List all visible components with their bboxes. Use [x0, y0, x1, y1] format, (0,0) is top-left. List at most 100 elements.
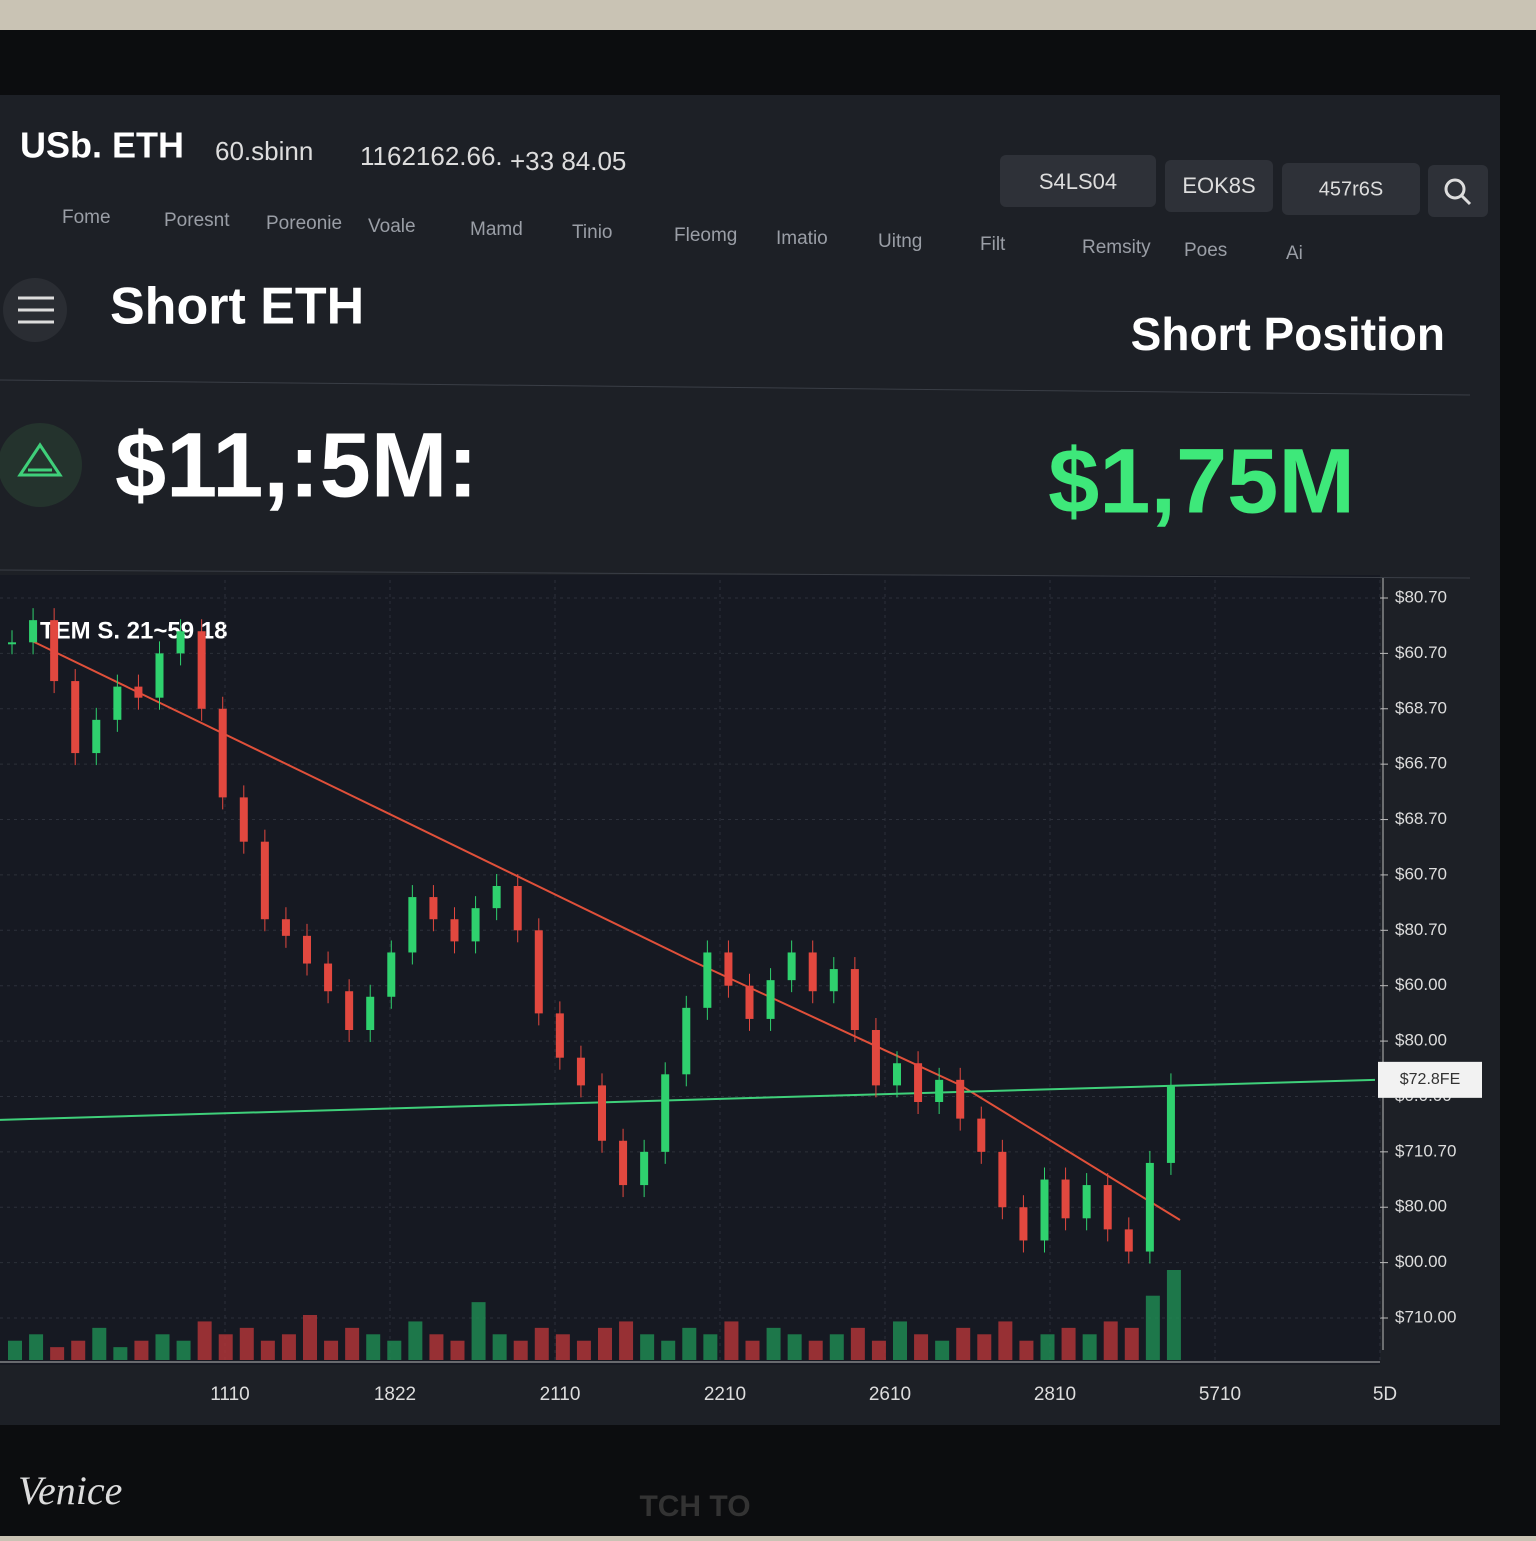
x-tick-label: 2610 [869, 1384, 911, 1405]
price-box [1378, 1061, 1482, 1098]
volume-bar [1040, 1334, 1055, 1360]
candle [92, 719, 101, 754]
volume-bar [366, 1334, 381, 1360]
volume-bar [914, 1334, 929, 1360]
volume-bar [661, 1340, 676, 1360]
volume-bar [703, 1334, 718, 1360]
candle [598, 1085, 606, 1141]
volume-bar [998, 1321, 1013, 1360]
candle [471, 908, 480, 942]
volume-bar [155, 1334, 170, 1360]
button[interactable] [1282, 163, 1420, 215]
button-label[interactable]: S4LS04 [1039, 169, 1117, 194]
volume-bar [977, 1334, 992, 1360]
x-tick-label: 2810 [1034, 1384, 1076, 1405]
volume-bar [345, 1327, 360, 1360]
nav-item: Tinio [572, 222, 612, 243]
candle [745, 985, 754, 1019]
candle [492, 886, 501, 909]
candle [134, 686, 143, 698]
y-tick-label: $66.70 [1395, 754, 1447, 773]
pair: USb. ETH [20, 125, 184, 166]
button-label[interactable]: 457r6S [1319, 178, 1384, 200]
volume-bar [8, 1340, 22, 1360]
candle [513, 886, 522, 931]
volume: 60.sbinn [215, 136, 313, 166]
candle [871, 1030, 880, 1086]
search-icon [1460, 194, 1472, 206]
x-tick-label: 5710 [1199, 1384, 1241, 1405]
candle [724, 952, 733, 986]
volume-bar [935, 1340, 950, 1360]
y-tick-label: $68.70 [1395, 809, 1447, 828]
candle [239, 797, 248, 842]
volume-bar [92, 1327, 107, 1360]
volume-bar [956, 1327, 971, 1360]
volume-bar [576, 1340, 591, 1360]
volume-bar [724, 1321, 739, 1360]
volume-bar [871, 1340, 886, 1360]
position-amount: $1,75M [1048, 430, 1355, 532]
candle [71, 681, 80, 754]
volume-bar [1019, 1340, 1034, 1360]
button[interactable] [1165, 160, 1273, 212]
volume-bar [197, 1321, 212, 1360]
candle [1124, 1229, 1133, 1252]
y-tick-label: $68.70 [1395, 698, 1447, 717]
candle [450, 919, 459, 942]
bezel-brand: TCH TO [639, 1490, 750, 1523]
volume-bar [1124, 1327, 1139, 1360]
price-line [0, 1078, 1376, 1121]
y-tick-label: $710.70 [1395, 1141, 1456, 1160]
candle [661, 1074, 670, 1152]
volume-bar [829, 1334, 844, 1360]
candle [260, 841, 269, 920]
volume-bar [134, 1340, 149, 1360]
candle [829, 969, 838, 992]
candle [534, 930, 543, 1014]
watermark: Venice [18, 1468, 122, 1513]
volume-bar [850, 1327, 865, 1360]
amount: $11,:5M: [115, 414, 478, 516]
volume-bar [303, 1315, 317, 1360]
icon [0, 423, 82, 507]
candle [1061, 1179, 1070, 1219]
volume-bar [1103, 1321, 1118, 1360]
search-button[interactable] [1428, 165, 1488, 217]
volume-bar [387, 1340, 402, 1360]
nav-item: Voale [368, 216, 416, 237]
y-tick-label: $60.70 [1395, 643, 1447, 662]
candle [197, 631, 206, 709]
candle [1040, 1179, 1049, 1241]
volume-bar [324, 1340, 339, 1360]
nav-item: Remsity [1082, 237, 1151, 258]
candle [387, 952, 396, 997]
volume-bar [766, 1327, 781, 1360]
nav-item: Fome [62, 207, 111, 228]
volume-bar [893, 1321, 907, 1360]
candle [576, 1057, 585, 1086]
candle [324, 963, 333, 992]
button-label[interactable]: EOK8S [1182, 173, 1255, 198]
candle [281, 919, 290, 936]
candle [893, 1063, 901, 1086]
volume-bar [682, 1327, 697, 1360]
nav-item: Mamd [470, 219, 523, 240]
volume-bar [281, 1334, 296, 1360]
volume-bar [29, 1334, 44, 1360]
volume-bar [471, 1302, 486, 1360]
volume-bar [745, 1340, 760, 1360]
candle [619, 1140, 628, 1186]
candle [50, 620, 59, 682]
x-tick-label: 1110 [210, 1384, 249, 1405]
y-tick-label: $80.00 [1395, 1031, 1447, 1050]
volume-bar [808, 1340, 823, 1360]
candle [29, 620, 38, 643]
nav-item: Poreonie [266, 213, 342, 234]
search-icon [1444, 178, 1466, 200]
button[interactable] [1000, 155, 1156, 207]
candle [1103, 1185, 1112, 1230]
price-box-label: $72.8FE [1400, 1071, 1460, 1088]
candle [429, 897, 438, 920]
